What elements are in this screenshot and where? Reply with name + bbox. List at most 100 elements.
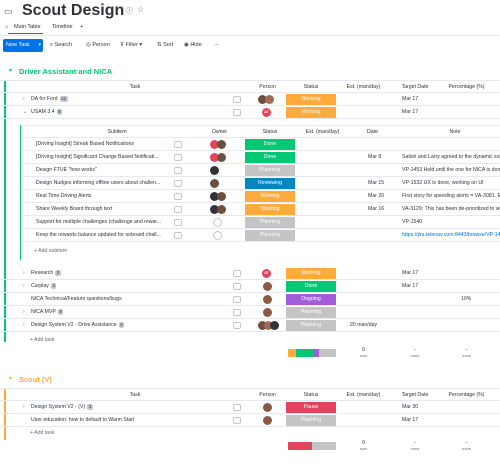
table-row[interactable]: › DA for Ford 12 Working Mar 17 — [0, 93, 500, 106]
target-date[interactable]: Mar 17 — [402, 417, 419, 423]
expand-icon[interactable]: › — [23, 270, 25, 276]
chat-icon[interactable] — [233, 309, 241, 316]
chat-icon[interactable] — [233, 296, 241, 303]
group-title[interactable]: Scout (V) — [19, 375, 52, 384]
target-date[interactable]: Mar 17 — [402, 109, 419, 115]
subitem-row[interactable]: Keep the rewards balance updated for onb… — [22, 229, 500, 242]
status-badge[interactable]: Working — [286, 268, 336, 279]
subitem-row[interactable]: Support for multiple challenges (challen… — [22, 216, 500, 229]
status-badge[interactable]: Planning — [286, 415, 336, 426]
chat-icon[interactable] — [174, 180, 182, 187]
chat-icon[interactable] — [233, 109, 241, 116]
expand-icon[interactable]: › — [23, 322, 25, 328]
target-date[interactable]: Mar 17 — [402, 96, 419, 102]
chat-icon[interactable] — [233, 322, 241, 329]
status-badge[interactable]: Working — [245, 191, 295, 202]
chat-icon[interactable] — [174, 167, 182, 174]
table-row[interactable]: ⌄ USAM 3.4 8 AT Working Mar 17 — [0, 106, 500, 119]
status-badge[interactable]: Working — [245, 204, 295, 215]
subitem-row[interactable]: Share Weekly Board through text Working Ma… — [22, 203, 500, 216]
table-row[interactable]: NICA Technical/Feature questions/bugs Ong… — [0, 293, 500, 306]
task-name[interactable]: NICA Technical/Feature questions/bugs — [31, 296, 122, 302]
sort-button[interactable]: ⇅ Sort — [157, 42, 173, 48]
est-value[interactable]: 20 man/day — [350, 322, 378, 328]
status-badge[interactable]: Planning — [286, 307, 336, 318]
table-row[interactable]: › NICA MVP 9 Planning — [0, 306, 500, 319]
group-collapse-icon[interactable]: ▾ — [9, 376, 13, 382]
subitem-date[interactable]: Mar 8 — [368, 154, 382, 160]
status-badge[interactable]: Done — [286, 281, 336, 292]
chat-icon[interactable] — [233, 417, 241, 424]
add-subitem-button[interactable]: + Add subitem — [34, 248, 68, 254]
more-button[interactable]: ··· — [214, 42, 220, 48]
status-badge[interactable]: Done — [245, 139, 295, 150]
target-date[interactable]: Mar 30 — [402, 404, 419, 410]
chat-icon[interactable] — [233, 96, 241, 103]
new-task-button[interactable]: New Task ▾ — [3, 39, 43, 52]
subitem-note[interactable]: VP-1532 UX is done, working on UI — [402, 180, 484, 186]
tab-timeline[interactable]: Timeline — [52, 24, 73, 30]
chat-icon[interactable] — [174, 219, 182, 226]
info-icon[interactable]: ⓘ — [126, 8, 133, 15]
table-row[interactable]: › Design System V2 - (V) 3 Pause Mar 30 — [0, 401, 500, 414]
tab-add[interactable]: + — [80, 24, 84, 30]
tab-main-table[interactable]: Main Table — [8, 24, 42, 34]
subitem-date[interactable]: Mar 16 — [368, 206, 385, 212]
status-badge[interactable]: Planning — [245, 217, 295, 228]
subitem-date[interactable]: Mar 15 — [368, 180, 385, 186]
subitem-row[interactable]: Real Time Driving Alerts Working Mar 20 Fir… — [22, 190, 500, 203]
chat-icon[interactable] — [174, 154, 182, 161]
group-title[interactable]: Driver Assistant and NICA — [19, 67, 113, 76]
group-collapse-icon[interactable]: ▾ — [9, 68, 13, 74]
chat-icon[interactable] — [233, 283, 241, 290]
status-badge[interactable]: Planning — [286, 320, 336, 331]
subitem-row[interactable]: [Driving Insight] Streak Based Notificat… — [22, 138, 500, 151]
subitem-note[interactable]: First story for speeding alerts = VA-308… — [402, 193, 500, 199]
target-date[interactable]: Mar 17 — [402, 283, 419, 289]
status-badge[interactable]: Reviewing — [245, 178, 295, 189]
subitem-date[interactable]: Mar 20 — [368, 193, 385, 199]
task-name[interactable]: NICA MVP 9 — [31, 309, 64, 315]
subitem-row[interactable]: Design FTUE "how works" Planning VP-1453 H… — [22, 164, 500, 177]
subitem-name[interactable]: Share Weekly Board through text — [36, 206, 113, 212]
subitem-note[interactable]: VP-1453 Hold until the one for NICA is d… — [402, 167, 500, 173]
task-name[interactable]: Design System V2 - Drive Assistance 2 — [31, 322, 125, 328]
subitem-row[interactable]: Design Nudges informing offline users ab… — [22, 177, 500, 190]
table-row[interactable]: › Carplay 3 Done Mar 17 — [0, 280, 500, 293]
chat-icon[interactable] — [174, 193, 182, 200]
empty-avatar-icon[interactable] — [213, 231, 222, 240]
subitem-name[interactable]: Design Nudges informing offline users ab… — [36, 180, 161, 186]
subitem-name[interactable]: [Driving Insight] Significant Change Bas… — [36, 154, 159, 160]
task-name[interactable]: DA for Ford 12 — [31, 96, 68, 102]
chat-icon[interactable] — [233, 404, 241, 411]
add-task-button[interactable]: + Add task — [30, 430, 55, 436]
table-row[interactable]: › Design System V2 - Drive Assistance 2 Pla… — [0, 319, 500, 332]
percentage-value[interactable]: 10% — [461, 296, 472, 302]
person-button[interactable]: ◎ Person — [86, 42, 110, 48]
status-badge[interactable]: Ongoing — [286, 294, 336, 305]
subitem-note[interactable]: VP-1540 — [402, 219, 423, 225]
subitem-note[interactable]: https://jira.telenav.com:8443/browse/VP-… — [402, 232, 500, 238]
add-task-button[interactable]: + Add task — [30, 337, 55, 343]
status-badge[interactable]: Working — [286, 94, 336, 105]
expand-icon[interactable]: › — [23, 96, 25, 102]
task-name[interactable]: User education: how to default to Warm S… — [31, 417, 135, 423]
subitem-name[interactable]: Keep the rewards balance updated for onb… — [36, 232, 161, 238]
subitem-row[interactable]: [Driving Insight] Significant Change Bas… — [22, 151, 500, 164]
subitem-name[interactable]: Design FTUE "how works" — [36, 167, 97, 173]
table-row[interactable]: User education: how to default to Warm S… — [0, 414, 500, 427]
subitem-note[interactable] — [402, 138, 500, 151]
expand-icon[interactable]: › — [23, 283, 25, 289]
task-name[interactable]: Research 2 — [31, 270, 61, 276]
filter-button[interactable]: ⊽ Filter ▾ — [120, 42, 143, 48]
hide-button[interactable]: ◉ Hide — [184, 42, 202, 48]
star-icon[interactable]: ☆ — [137, 5, 145, 14]
chat-icon[interactable] — [174, 232, 182, 239]
status-badge[interactable]: Planning — [245, 165, 295, 176]
search-button[interactable]: ⌕ Search — [50, 42, 72, 49]
empty-avatar-icon[interactable] — [213, 218, 222, 227]
chat-icon[interactable] — [174, 141, 182, 148]
collapse-icon[interactable]: ⌄ — [23, 109, 28, 115]
chat-icon[interactable] — [233, 270, 241, 277]
expand-icon[interactable]: › — [23, 309, 25, 315]
